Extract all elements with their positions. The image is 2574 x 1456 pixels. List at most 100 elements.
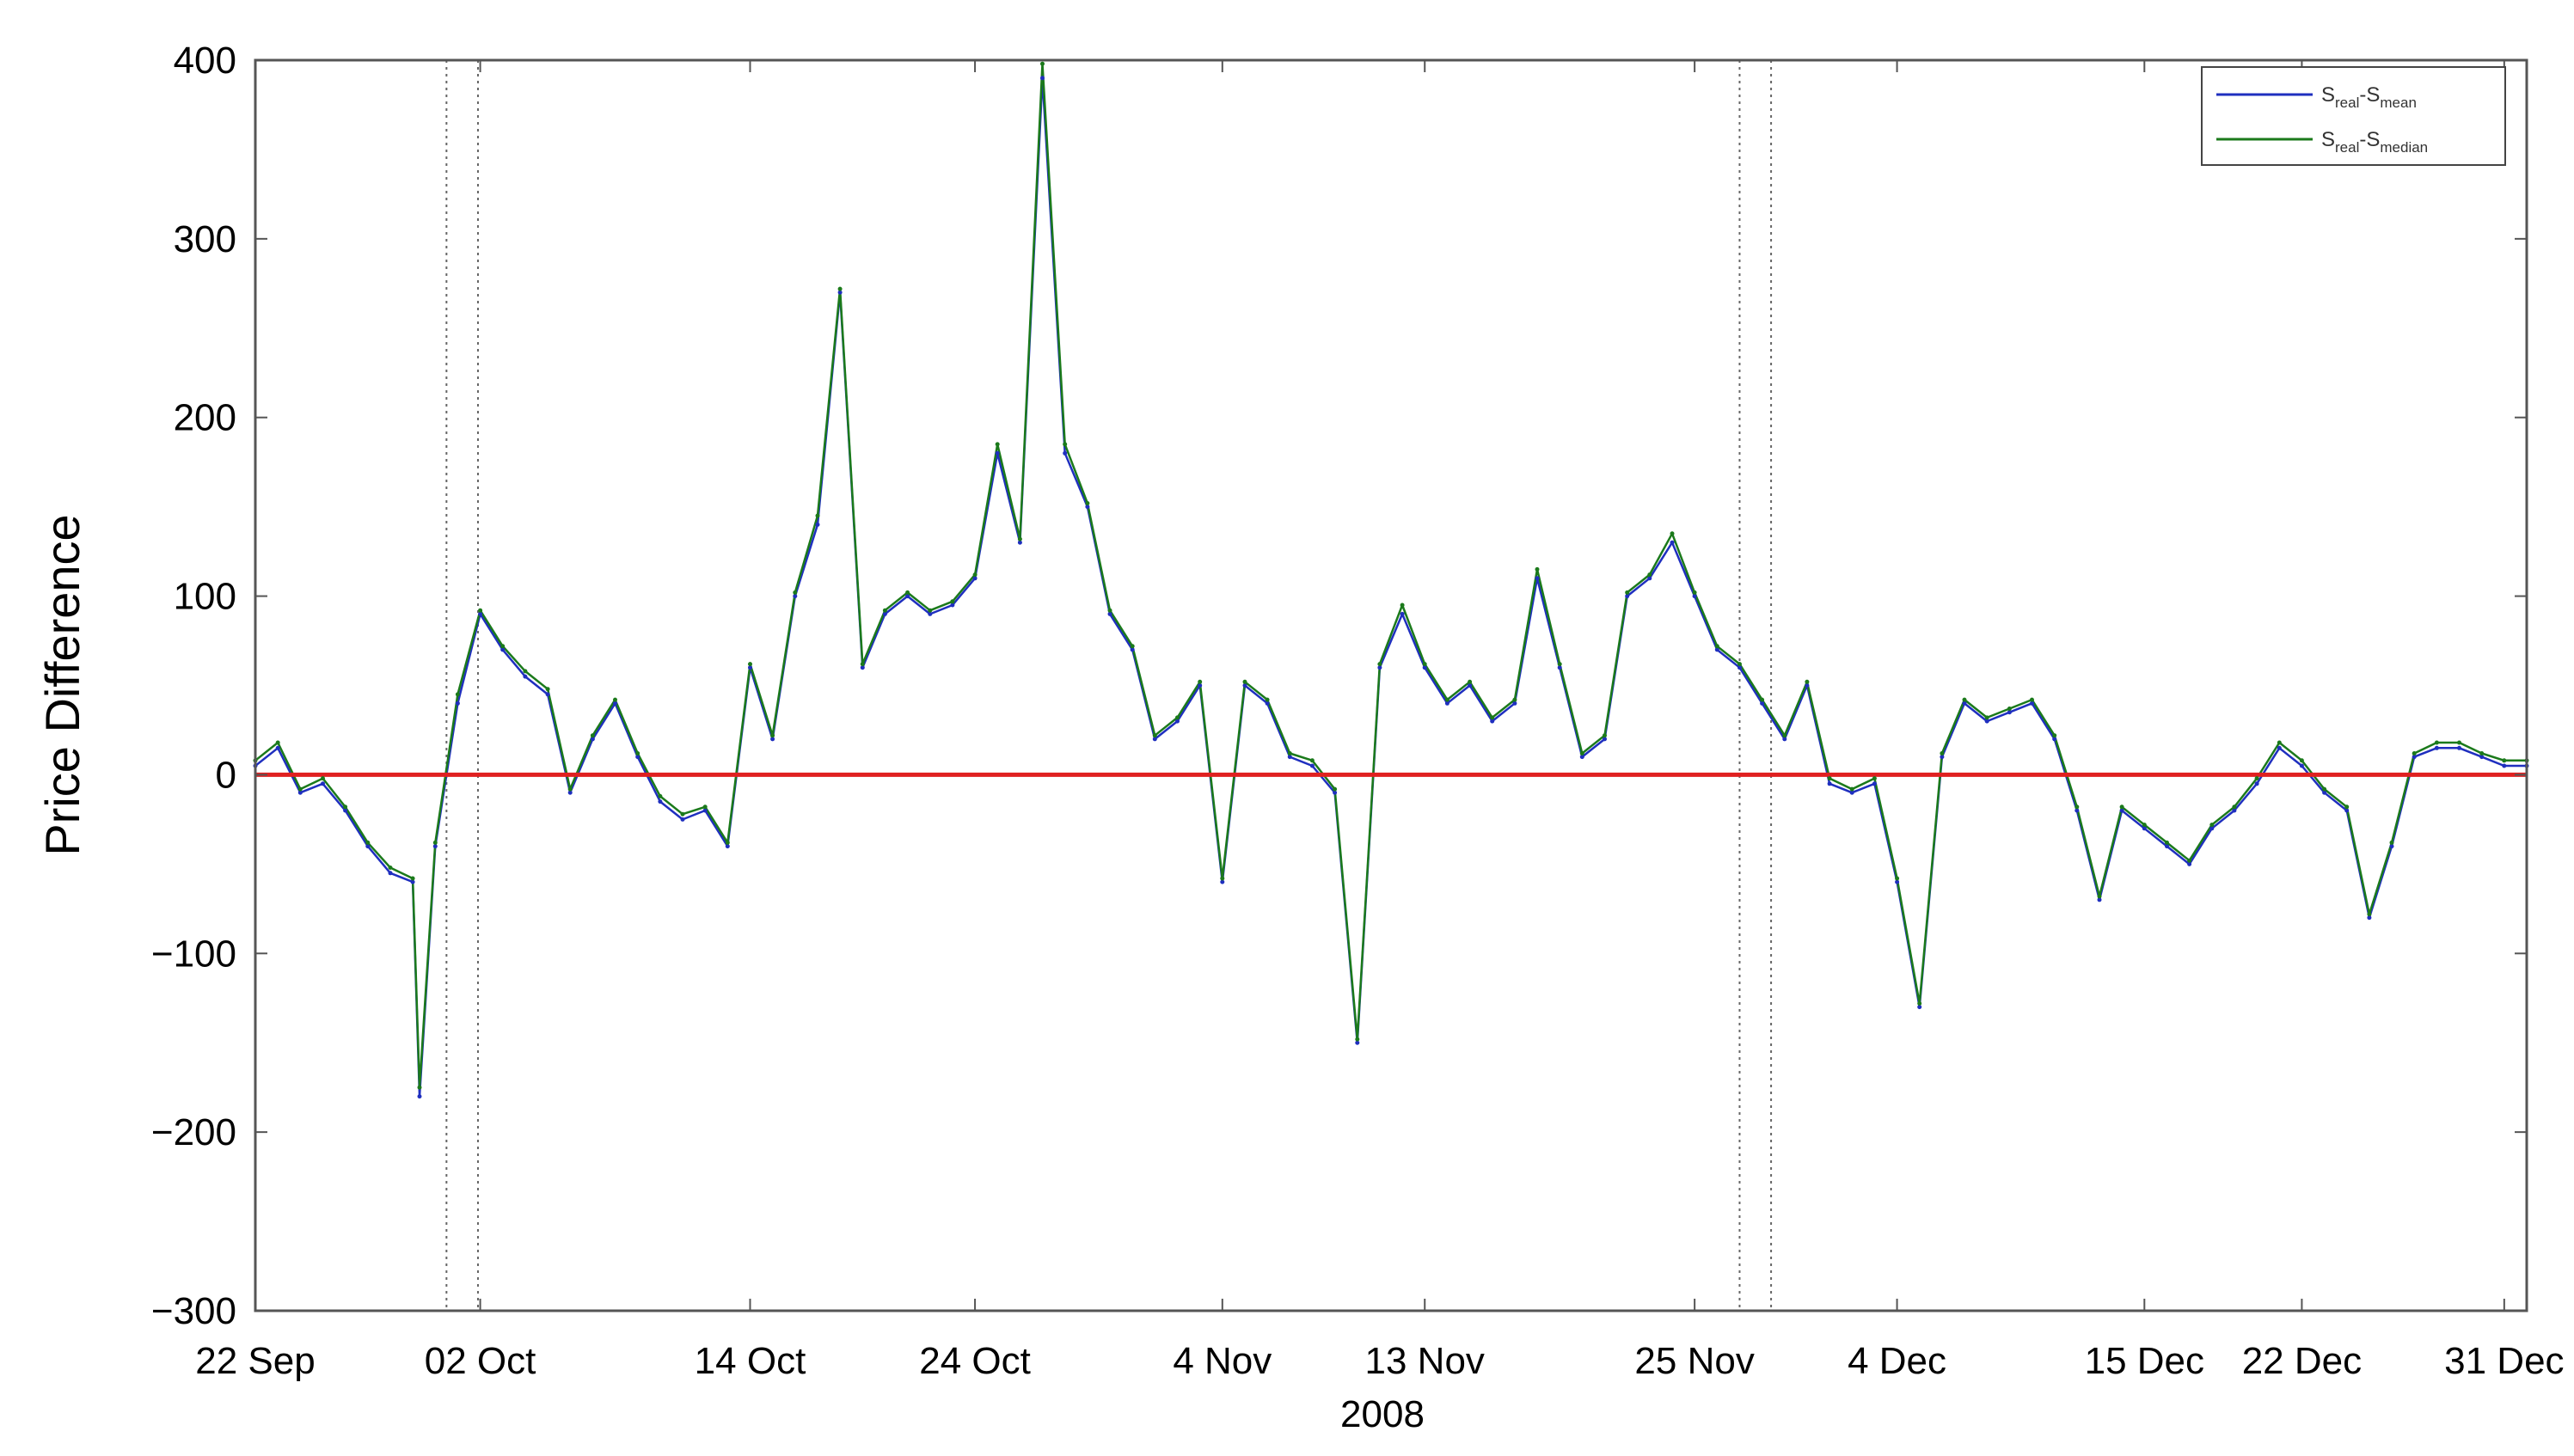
data-point-s1-1 (275, 740, 280, 745)
data-point-s0-98 (2434, 745, 2439, 750)
data-point-s0-2 (297, 790, 303, 795)
data-point-s0-23 (748, 665, 752, 670)
data-point-s1-6 (388, 866, 393, 870)
data-point-s1-14 (545, 687, 550, 692)
data-point-s1-44 (1220, 876, 1225, 881)
data-point-s0-27 (837, 290, 843, 295)
data-point-s1-18 (635, 751, 640, 756)
data-point-s1-76 (1940, 751, 1945, 756)
data-point-s0-50 (1355, 1040, 1360, 1045)
data-point-s0-10 (455, 700, 460, 706)
data-point-s1-97 (2412, 751, 2417, 756)
data-point-s0-49 (1333, 790, 1338, 795)
data-point-s1-13 (523, 669, 528, 674)
legend-label-mean: Sreal-Smean (2321, 83, 2417, 111)
data-point-s0-58 (1535, 576, 1540, 581)
y-tick-labels: 400 300 200 100 0 −100 −200 −300 (151, 40, 236, 1332)
data-point-s0-100 (2479, 755, 2485, 760)
data-point-s0-15 (567, 790, 573, 795)
data-point-s1-7 (410, 876, 415, 881)
data-point-s0-35 (1017, 540, 1022, 545)
data-point-s0-52 (1400, 611, 1405, 616)
data-point-s0-77 (1962, 700, 1967, 706)
x-tick-label-10: 31 Dec (2444, 1340, 2564, 1382)
x-axis-title: 2008 (1340, 1393, 1425, 1435)
data-point-s1-79 (2007, 707, 2012, 711)
data-point-s0-21 (702, 808, 708, 813)
data-point-s0-4 (343, 808, 348, 813)
data-point-s1-83 (2097, 894, 2102, 899)
data-point-s0-36 (1040, 76, 1045, 81)
data-point-s0-31 (928, 611, 933, 616)
data-point-s1-15 (567, 786, 573, 792)
data-point-s1-94 (2344, 804, 2350, 810)
data-point-s0-47 (1287, 755, 1292, 760)
data-point-s1-84 (2119, 804, 2124, 810)
data-point-s0-80 (2030, 700, 2034, 706)
data-point-s0-82 (2075, 808, 2080, 813)
data-point-s0-59 (1557, 665, 1562, 670)
data-point-s0-97 (2412, 755, 2417, 760)
data-point-s0-14 (545, 692, 550, 697)
data-point-s0-64 (1670, 540, 1675, 545)
data-point-s0-54 (1444, 700, 1449, 706)
data-point-s0-37 (1063, 450, 1068, 456)
data-point-s0-8 (417, 1094, 422, 1099)
data-point-s0-48 (1309, 763, 1315, 768)
data-point-s1-71 (1827, 776, 1832, 781)
data-point-s0-67 (1737, 665, 1742, 670)
data-point-s1-3 (321, 776, 325, 781)
data-point-s0-11 (478, 611, 483, 616)
data-point-s0-40 (1130, 647, 1135, 652)
data-point-s1-62 (1625, 590, 1630, 595)
y-axis-title: Price Difference (35, 514, 89, 855)
data-point-s1-82 (2075, 804, 2080, 810)
data-point-s1-92 (2299, 758, 2304, 763)
data-point-s1-89 (2232, 804, 2237, 810)
data-point-s0-91 (2277, 745, 2282, 750)
data-point-s1-4 (343, 804, 348, 810)
x-tick-label-9: 22 Dec (2242, 1340, 2362, 1382)
data-point-s1-5 (365, 840, 371, 845)
data-point-s0-65 (1692, 594, 1697, 599)
data-point-s1-31 (928, 608, 933, 613)
y-tick-label-6: −200 (151, 1111, 236, 1153)
data-point-s0-6 (388, 871, 393, 876)
vertical-marker-lines (445, 60, 1773, 1311)
data-point-s0-74 (1895, 879, 1900, 884)
data-point-s1-98 (2434, 740, 2439, 745)
data-point-s1-64 (1670, 531, 1675, 536)
x-tick-label-3: 24 Oct (919, 1340, 1031, 1382)
data-point-s0-83 (2097, 897, 2102, 902)
data-point-s0-7 (410, 879, 415, 884)
data-point-s0-76 (1940, 755, 1945, 760)
data-point-s0-51 (1377, 665, 1382, 670)
data-point-s1-57 (1512, 697, 1517, 702)
data-point-s0-94 (2344, 808, 2350, 813)
data-point-s1-95 (2367, 912, 2372, 917)
data-point-s0-44 (1220, 879, 1225, 884)
y-tick-label-3: 100 (174, 576, 236, 618)
data-point-s1-101 (2502, 758, 2507, 763)
data-point-s0-28 (860, 665, 865, 670)
x-tick-label-1: 02 Oct (425, 1340, 536, 1382)
data-point-s0-84 (2119, 808, 2124, 813)
data-point-s1-16 (590, 733, 595, 738)
y-tick-label-0: 400 (174, 40, 236, 82)
data-point-s1-17 (613, 697, 617, 702)
data-point-s0-71 (1827, 781, 1832, 786)
data-point-s1-88 (2209, 823, 2215, 828)
data-point-s0-73 (1872, 781, 1877, 786)
data-point-s0-70 (1805, 683, 1810, 688)
plot-frame (254, 58, 2528, 1312)
data-point-s0-56 (1490, 719, 1495, 724)
data-point-s0-88 (2209, 826, 2215, 831)
data-point-s1-38 (1085, 501, 1090, 505)
data-point-s0-87 (2187, 861, 2192, 866)
data-point-s0-60 (1579, 755, 1584, 760)
data-point-s1-91 (2277, 740, 2282, 745)
data-point-s1-12 (500, 644, 506, 649)
data-point-s1-35 (1017, 536, 1022, 541)
data-point-s1-75 (1917, 1001, 1922, 1006)
